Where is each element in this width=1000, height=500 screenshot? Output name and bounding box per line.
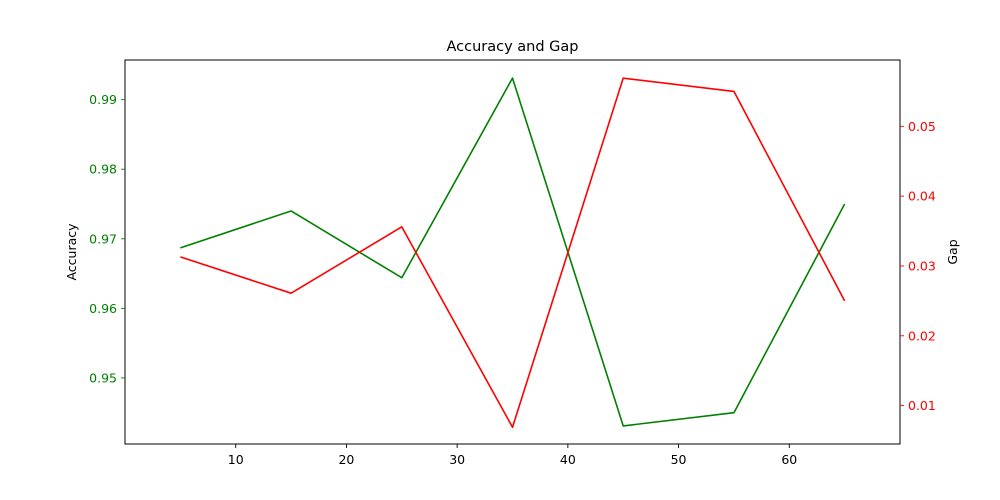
y-left-tick-label: 0.97 xyxy=(89,231,117,246)
accuracy-series-line xyxy=(180,77,846,427)
x-axis: 10 20 30 40 50 60 xyxy=(228,444,797,467)
x-tick-label: 10 xyxy=(228,452,244,467)
y-right-tick-label: 0.02 xyxy=(908,328,936,343)
y-axis-right: 0.01 0.02 0.03 0.04 0.05 xyxy=(900,119,936,413)
plot-frame xyxy=(124,59,901,445)
y-axis-left-label: Accuracy xyxy=(64,223,79,281)
y-right-tick-label: 0.05 xyxy=(908,119,936,134)
y-right-tick-label: 0.01 xyxy=(908,398,936,413)
y-axis-right-label: Gap xyxy=(945,239,960,264)
y-right-tick-label: 0.03 xyxy=(908,258,936,273)
gap-series-line xyxy=(180,77,846,429)
x-tick-label: 60 xyxy=(781,452,797,467)
y-right-tick-label: 0.04 xyxy=(908,189,936,204)
chart-title: Accuracy and Gap xyxy=(446,39,578,55)
x-tick-label: 50 xyxy=(671,452,687,467)
plot-area xyxy=(124,59,901,445)
y-axis-left: 0.95 0.96 0.97 0.98 0.99 xyxy=(89,92,125,385)
x-tick-label: 20 xyxy=(338,452,354,467)
x-tick-label: 30 xyxy=(449,452,465,467)
y-left-tick-label: 0.98 xyxy=(89,162,117,177)
y-left-tick-label: 0.99 xyxy=(89,92,117,107)
y-left-tick-label: 0.96 xyxy=(89,301,117,316)
y-left-tick-label: 0.95 xyxy=(89,370,117,385)
series-layer xyxy=(180,77,846,429)
x-tick-label: 40 xyxy=(560,452,576,467)
